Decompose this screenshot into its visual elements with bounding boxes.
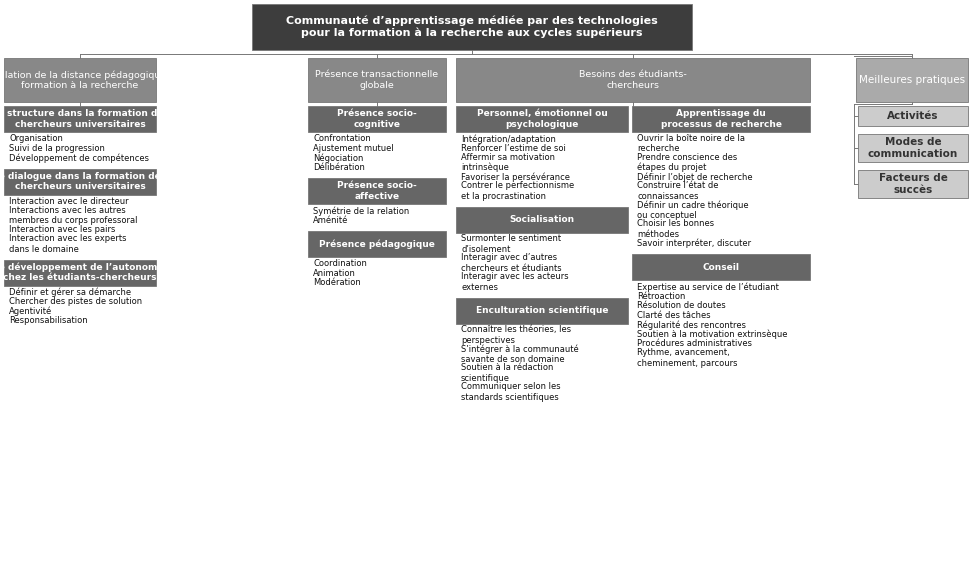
FancyBboxPatch shape [456, 58, 810, 102]
FancyBboxPatch shape [4, 106, 156, 132]
Text: Enculturation scientifique: Enculturation scientifique [475, 306, 608, 315]
Text: Socialisation: Socialisation [509, 215, 574, 224]
Text: Communiquer selon les
standards scientifiques: Communiquer selon les standards scientif… [461, 383, 561, 402]
Text: Confrontation: Confrontation [313, 134, 370, 143]
FancyBboxPatch shape [252, 4, 692, 50]
Text: Modération: Modération [313, 278, 361, 287]
Text: Meilleures pratiques: Meilleures pratiques [859, 75, 965, 85]
Text: Conseil: Conseil [703, 263, 740, 272]
FancyBboxPatch shape [308, 178, 446, 204]
Text: Délibération: Délibération [313, 163, 364, 172]
Text: Soutien à la rédaction
scientifique: Soutien à la rédaction scientifique [461, 364, 553, 383]
Text: Interaction avec le directeur: Interaction avec le directeur [9, 197, 128, 206]
Text: Prendre conscience des
étapes du projet: Prendre conscience des étapes du projet [637, 153, 737, 172]
FancyBboxPatch shape [856, 58, 968, 102]
Text: Affermir sa motivation
intrinsèque: Affermir sa motivation intrinsèque [461, 153, 555, 172]
Text: Modes de
communication: Modes de communication [868, 137, 958, 159]
Text: Interagir avec les acteurs
externes: Interagir avec les acteurs externes [461, 273, 569, 292]
Text: Développement de compétences: Développement de compétences [9, 153, 149, 163]
Text: Ouvrir la boîte noire de la
recherche: Ouvrir la boîte noire de la recherche [637, 134, 745, 153]
Text: Coordination: Coordination [313, 259, 366, 268]
Text: Symétrie de la relation: Symétrie de la relation [313, 206, 409, 215]
Text: Le développement de l’autonomie
chez les étudiants-chercheurs: Le développement de l’autonomie chez les… [0, 263, 167, 282]
Text: Définir un cadre théorique
ou conceptuel: Définir un cadre théorique ou conceptuel [637, 200, 748, 220]
Text: Procédures administratives: Procédures administratives [637, 339, 752, 348]
Text: Animation: Animation [313, 269, 356, 278]
Text: Facteurs de
succès: Facteurs de succès [879, 173, 948, 195]
Text: Agentivité: Agentivité [9, 306, 52, 316]
Text: Renforcer l’estime de soi: Renforcer l’estime de soi [461, 144, 566, 153]
Text: S’intégrer à la communauté
savante de son domaine: S’intégrer à la communauté savante de so… [461, 344, 578, 364]
Text: Aménité: Aménité [313, 216, 348, 225]
FancyBboxPatch shape [4, 260, 156, 286]
Text: Suivi de la progression: Suivi de la progression [9, 144, 105, 153]
FancyBboxPatch shape [632, 254, 810, 280]
Text: Favoriser la persévérance: Favoriser la persévérance [461, 172, 570, 182]
FancyBboxPatch shape [632, 106, 810, 132]
Text: Communauté d’apprentissage médiée par des technologies
pour la formation à la re: Communauté d’apprentissage médiée par de… [286, 16, 658, 38]
Text: Définir l’objet de recherche: Définir l’objet de recherche [637, 172, 752, 182]
Text: Intégration/adaptation: Intégration/adaptation [461, 134, 556, 144]
Text: Négociation: Négociation [313, 153, 364, 163]
Text: Définir et gérer sa démarche: Définir et gérer sa démarche [9, 287, 131, 297]
Text: Rétroaction: Rétroaction [637, 292, 685, 301]
Text: Construire l’état de
connaissances: Construire l’état de connaissances [637, 181, 718, 200]
FancyBboxPatch shape [4, 58, 156, 102]
Text: Chercher des pistes de solution: Chercher des pistes de solution [9, 297, 142, 306]
Text: Modulation de la distance pédagogique en
formation à la recherche: Modulation de la distance pédagogique en… [0, 70, 181, 90]
FancyBboxPatch shape [308, 106, 446, 132]
FancyBboxPatch shape [456, 206, 628, 232]
FancyBboxPatch shape [858, 134, 968, 162]
FancyBboxPatch shape [308, 58, 446, 102]
Text: Rythme, avancement,
cheminement, parcours: Rythme, avancement, cheminement, parcour… [637, 348, 738, 367]
Text: Expertise au service de l’étudiant: Expertise au service de l’étudiant [637, 282, 779, 292]
Text: Contrer le perfectionnisme
et la procrastination: Contrer le perfectionnisme et la procras… [461, 181, 574, 200]
Text: Besoins des étudiants-
chercheurs: Besoins des étudiants- chercheurs [579, 71, 687, 90]
Text: Personnel, émotionnel ou
psychologique: Personnel, émotionnel ou psychologique [476, 109, 608, 128]
Text: Surmonter le sentiment
d’isolement: Surmonter le sentiment d’isolement [461, 234, 561, 254]
FancyBboxPatch shape [308, 231, 446, 257]
Text: Présence transactionnelle
globale: Présence transactionnelle globale [316, 71, 438, 90]
Text: La structure dans la formation des
chercheurs universitaires: La structure dans la formation des cherc… [0, 109, 168, 128]
Text: Interactions avec les autres
membres du corps professoral: Interactions avec les autres membres du … [9, 206, 137, 225]
Text: Ajustement mutuel: Ajustement mutuel [313, 144, 394, 153]
Text: Savoir interpréter, discuter: Savoir interpréter, discuter [637, 238, 751, 248]
FancyBboxPatch shape [456, 297, 628, 324]
FancyBboxPatch shape [456, 106, 628, 132]
Text: Soutien à la motivation extrinsèque: Soutien à la motivation extrinsèque [637, 329, 787, 339]
Text: Organisation: Organisation [9, 134, 63, 143]
Text: Présence pédagogique: Présence pédagogique [319, 239, 434, 249]
Text: Présence socio-
cognitive: Présence socio- cognitive [337, 109, 417, 128]
Text: Choisir les bonnes
méthodes: Choisir les bonnes méthodes [637, 219, 714, 238]
Text: Connaître les théories, les
perspectives: Connaître les théories, les perspectives [461, 325, 572, 344]
FancyBboxPatch shape [858, 106, 968, 126]
FancyBboxPatch shape [4, 168, 156, 195]
Text: Résolution de doutes: Résolution de doutes [637, 301, 726, 310]
Text: Interagir avec d’autres
chercheurs et étudiants: Interagir avec d’autres chercheurs et ét… [461, 254, 562, 273]
Text: Responsabilisation: Responsabilisation [9, 316, 87, 325]
Text: Apprentissage du
processus de recherche: Apprentissage du processus de recherche [661, 109, 781, 128]
Text: Interaction avec les experts
dans le domaine: Interaction avec les experts dans le dom… [9, 234, 126, 254]
Text: Interaction avec les pairs: Interaction avec les pairs [9, 226, 116, 234]
Text: Activités: Activités [887, 111, 939, 121]
FancyBboxPatch shape [858, 170, 968, 198]
Text: Le dialogue dans la formation des
chercheurs universitaires: Le dialogue dans la formation des cherch… [0, 172, 166, 191]
Text: Régularité des rencontres: Régularité des rencontres [637, 320, 746, 329]
Text: Clarté des tâches: Clarté des tâches [637, 311, 711, 320]
Text: Présence socio-
affective: Présence socio- affective [337, 181, 417, 200]
